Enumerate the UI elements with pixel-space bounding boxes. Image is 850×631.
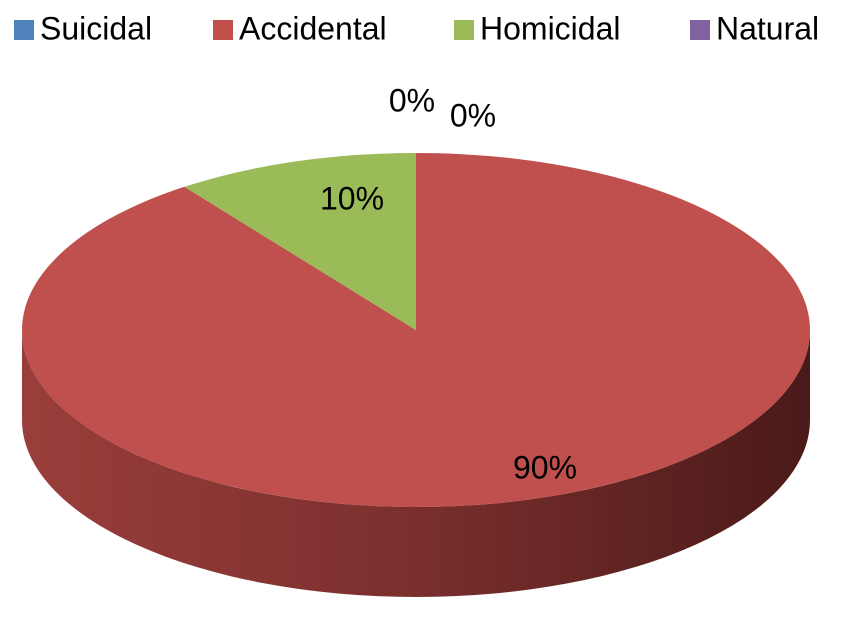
legend-label: Homicidal <box>480 10 620 46</box>
legend-swatch <box>14 20 34 40</box>
legend-label: Accidental <box>239 10 387 46</box>
pie-side <box>22 330 810 597</box>
data-label: 0% <box>389 82 435 118</box>
legend-label: Natural <box>716 10 819 46</box>
legend: Suicidal Accidental Homicidal Natural <box>14 10 819 46</box>
data-label: 90% <box>513 449 577 485</box>
pie-slice <box>184 153 416 330</box>
data-label: 0% <box>450 97 496 133</box>
pie: 0% 90% 10% 0% <box>21 82 811 597</box>
legend-swatch <box>690 20 710 40</box>
legend-swatch <box>213 20 233 40</box>
pie-slice <box>21 153 811 507</box>
data-label: 10% <box>320 180 384 216</box>
legend-swatch <box>454 20 474 40</box>
legend-label: Suicidal <box>40 10 152 46</box>
